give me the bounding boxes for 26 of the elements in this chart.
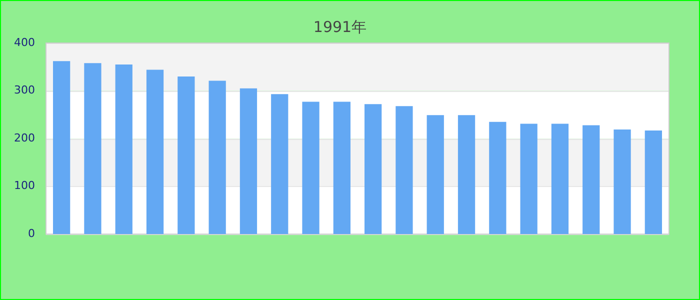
chart-title: 1991年 bbox=[313, 18, 367, 36]
bar bbox=[458, 115, 476, 234]
bar bbox=[208, 80, 226, 234]
y-tick-label: 200 bbox=[14, 131, 35, 144]
bar bbox=[520, 124, 538, 234]
bar bbox=[364, 104, 382, 234]
bar bbox=[333, 102, 350, 234]
bar bbox=[302, 102, 320, 234]
y-tick-label: 0 bbox=[28, 227, 35, 240]
bar bbox=[426, 115, 444, 234]
bar bbox=[582, 125, 600, 234]
bar bbox=[614, 130, 631, 234]
bar bbox=[489, 122, 506, 234]
bar bbox=[644, 130, 662, 234]
bar bbox=[551, 124, 569, 234]
bar bbox=[240, 88, 258, 234]
bar bbox=[53, 61, 70, 234]
bar bbox=[396, 106, 413, 234]
bar bbox=[115, 64, 132, 234]
y-tick-label: 100 bbox=[14, 179, 35, 192]
bar bbox=[146, 70, 164, 234]
y-tick-label: 300 bbox=[14, 84, 35, 97]
bar bbox=[271, 94, 288, 234]
bar bbox=[178, 76, 195, 234]
y-tick-label: 400 bbox=[14, 36, 35, 49]
bar bbox=[84, 63, 102, 234]
